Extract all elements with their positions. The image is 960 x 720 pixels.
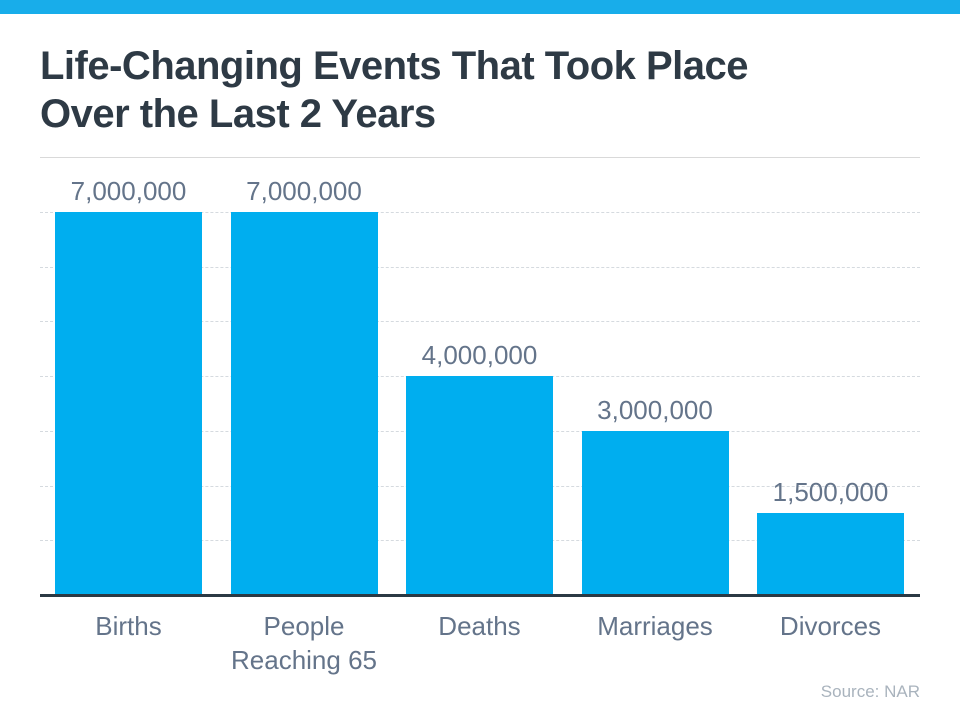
bar-divorces — [757, 512, 904, 595]
source-note: Source: NAR — [820, 682, 920, 701]
x-axis-line — [40, 594, 920, 597]
x-axis-label: Deaths — [438, 611, 521, 641]
x-axis-label: People Reaching 65 — [231, 611, 377, 675]
value-label: 1,500,000 — [772, 476, 889, 507]
value-label: 7,000,000 — [70, 175, 187, 206]
value-label: 4,000,000 — [421, 340, 538, 370]
value-label: 3,000,000 — [597, 394, 713, 425]
gridline — [40, 321, 920, 323]
value-label: 7,000,000 — [246, 175, 362, 206]
x-axis-label: Marriages — [597, 611, 713, 641]
bar-people-reaching-65 — [230, 211, 378, 595]
gridline — [40, 157, 920, 158]
x-axis-label: Divorces — [779, 611, 882, 641]
gridline — [40, 266, 920, 268]
x-axis-label: Births — [95, 611, 162, 641]
bar-deaths — [406, 376, 553, 595]
bar-marriages — [581, 430, 729, 595]
bar-births — [55, 211, 202, 595]
bar-chart: 7,000,000 Births 7,000,000 People Reaching … — [40, 157, 920, 675]
top-accent-bar — [0, 0, 960, 14]
gridline — [40, 211, 920, 213]
chart-title: Life-Changing Events That Took Place Ove… — [40, 44, 749, 136]
